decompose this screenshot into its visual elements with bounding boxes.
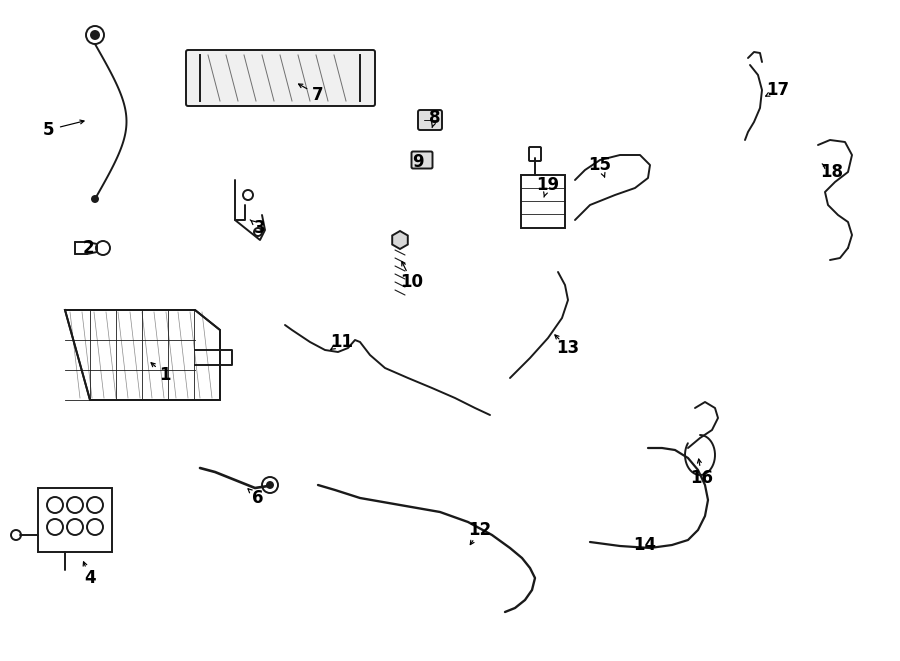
- Text: 17: 17: [767, 81, 789, 99]
- Polygon shape: [65, 310, 220, 400]
- Circle shape: [92, 196, 98, 202]
- Text: 2: 2: [82, 239, 94, 257]
- Text: 9: 9: [412, 153, 424, 171]
- Text: 5: 5: [42, 121, 54, 139]
- Text: 15: 15: [589, 156, 611, 174]
- FancyBboxPatch shape: [418, 110, 442, 130]
- Circle shape: [267, 482, 273, 488]
- Text: 11: 11: [330, 333, 354, 351]
- Text: 16: 16: [690, 469, 714, 487]
- Text: 7: 7: [312, 86, 324, 104]
- Text: 18: 18: [821, 163, 843, 181]
- FancyBboxPatch shape: [411, 151, 433, 169]
- Text: 4: 4: [85, 569, 95, 587]
- Text: 3: 3: [254, 219, 266, 237]
- Text: 10: 10: [400, 273, 424, 291]
- FancyBboxPatch shape: [186, 50, 375, 106]
- Text: 6: 6: [252, 489, 264, 507]
- Text: 8: 8: [429, 109, 441, 127]
- Polygon shape: [392, 231, 408, 249]
- Circle shape: [91, 31, 99, 39]
- Text: 14: 14: [634, 536, 657, 554]
- Text: 19: 19: [536, 176, 560, 194]
- Text: 12: 12: [468, 521, 491, 539]
- Text: 1: 1: [159, 366, 171, 384]
- Text: 13: 13: [556, 339, 580, 357]
